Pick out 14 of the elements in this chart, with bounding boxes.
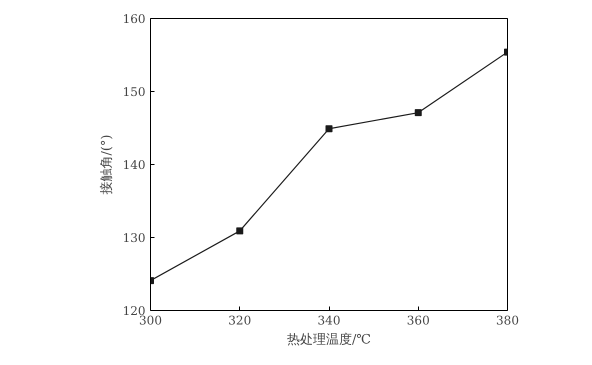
y-axis-title: 接触角/(°) xyxy=(100,134,115,195)
x-tick-label: 380 xyxy=(496,314,519,328)
point xyxy=(326,125,332,132)
x-tick-label: 300 xyxy=(139,314,162,328)
x-axis-title: 热处理温度/℃ xyxy=(287,332,371,348)
y-tick-label: 130 xyxy=(122,231,146,245)
y-tick-label: 160 xyxy=(122,12,146,26)
point xyxy=(414,109,422,116)
x-tick-label: 340 xyxy=(318,314,340,328)
y-tick-label: 140 xyxy=(122,158,146,172)
x-tick-label: 360 xyxy=(406,314,430,328)
x-tick-label: 320 xyxy=(228,314,252,328)
y-tick-label: 150 xyxy=(122,85,146,99)
point xyxy=(236,227,244,234)
